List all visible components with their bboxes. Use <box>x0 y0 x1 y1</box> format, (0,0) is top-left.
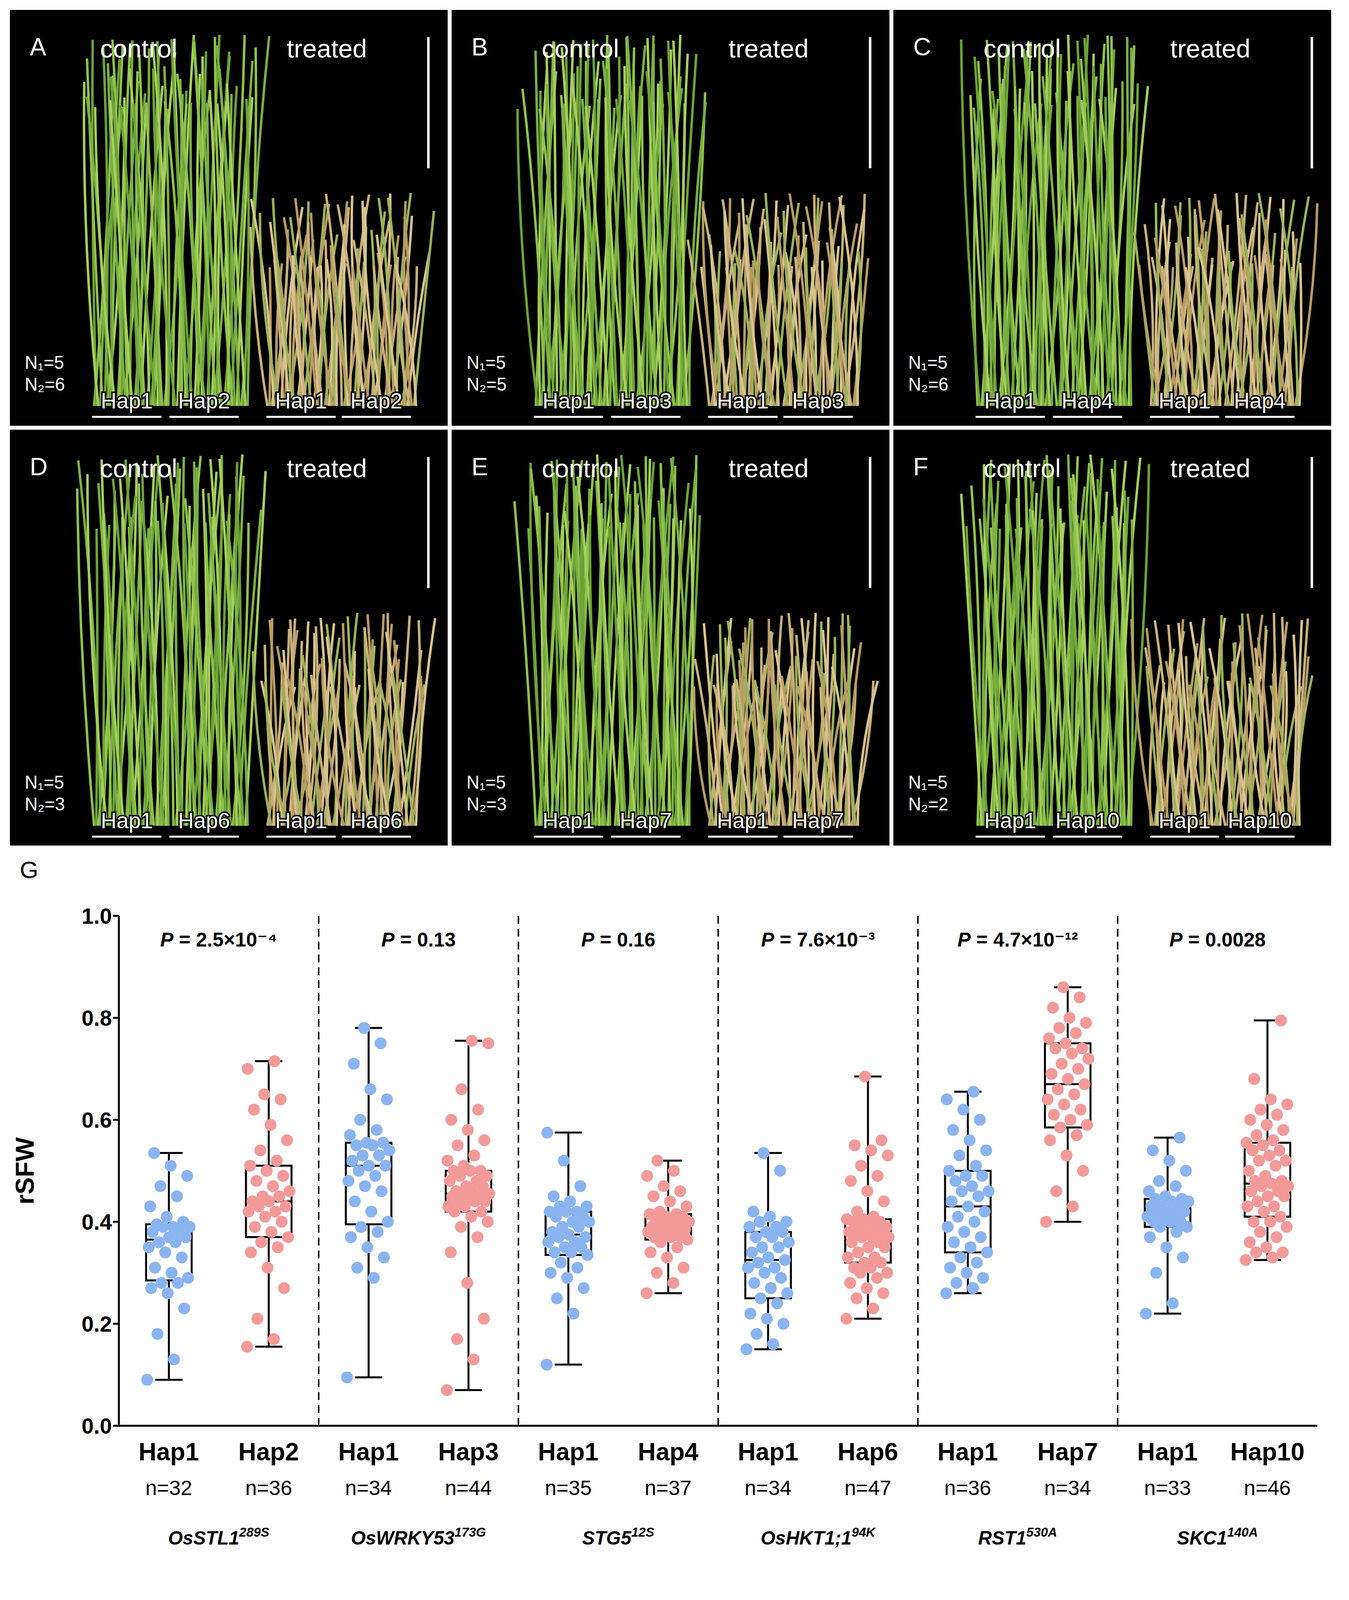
svg-text:Hap7: Hap7 <box>791 808 844 833</box>
svg-text:Hap1: Hap1 <box>984 808 1037 833</box>
svg-text:Hap1: Hap1 <box>1158 808 1211 833</box>
svg-text:control: control <box>541 34 620 63</box>
svg-text:B: B <box>471 33 488 61</box>
svg-text:Hap4: Hap4 <box>1061 388 1114 414</box>
svg-text:N₁=5: N₁=5 <box>24 772 64 793</box>
svg-text:Hap6: Hap6 <box>350 808 403 833</box>
svg-text:Hap6: Hap6 <box>837 1438 898 1467</box>
svg-text:Hap7: Hap7 <box>619 808 672 833</box>
svg-text:Hap3: Hap3 <box>791 388 844 414</box>
svg-text:n=34: n=34 <box>345 1476 393 1501</box>
svg-text:P = 4.7×10⁻¹²: P = 4.7×10⁻¹² <box>957 929 1078 951</box>
svg-text:treated: treated <box>728 454 809 483</box>
svg-text:Hap1: Hap1 <box>1158 388 1211 414</box>
svg-text:N₂=3: N₂=3 <box>24 794 65 815</box>
svg-text:Hap1: Hap1 <box>716 808 769 833</box>
svg-text:Hap1: Hap1 <box>274 808 327 833</box>
svg-text:Hap2: Hap2 <box>177 388 230 414</box>
svg-text:treated: treated <box>286 454 367 483</box>
svg-text:0.8: 0.8 <box>81 1006 112 1031</box>
svg-text:control: control <box>983 454 1061 483</box>
svg-text:Hap1: Hap1 <box>542 808 595 833</box>
svg-text:n=36: n=36 <box>245 1476 293 1501</box>
svg-text:Hap10: Hap10 <box>1055 808 1120 833</box>
svg-text:F: F <box>913 453 929 481</box>
svg-text:OsSTL1289S: OsSTL1289S <box>167 1525 270 1550</box>
svg-text:Hap10: Hap10 <box>1230 1438 1305 1467</box>
svg-text:Hap1: Hap1 <box>274 388 327 414</box>
svg-text:Hap1: Hap1 <box>338 1438 399 1467</box>
svg-text:0.0: 0.0 <box>81 1414 112 1439</box>
svg-text:rSFW: rSFW <box>10 1137 40 1205</box>
svg-text:SKC1140A: SKC1140A <box>1177 1525 1259 1550</box>
svg-text:n=36: n=36 <box>944 1476 992 1501</box>
svg-text:N₂=6: N₂=6 <box>908 374 949 395</box>
svg-text:STG512S: STG512S <box>582 1525 655 1550</box>
svg-text:Hap2: Hap2 <box>238 1438 299 1467</box>
svg-text:Hap1: Hap1 <box>937 1438 998 1467</box>
svg-text:P = 2.5×10⁻⁴: P = 2.5×10⁻⁴ <box>160 929 278 951</box>
svg-text:n=47: n=47 <box>844 1476 892 1501</box>
svg-text:n=34: n=34 <box>1044 1476 1092 1501</box>
svg-text:P = 0.0028: P = 0.0028 <box>1169 929 1266 951</box>
svg-text:Hap10: Hap10 <box>1227 808 1293 833</box>
svg-text:RST1530A: RST1530A <box>978 1525 1057 1550</box>
svg-text:1.0: 1.0 <box>81 904 112 929</box>
svg-text:Hap1: Hap1 <box>716 388 769 414</box>
svg-text:OsWRKY53173G: OsWRKY53173G <box>351 1525 487 1550</box>
svg-text:P = 7.6×10⁻³: P = 7.6×10⁻³ <box>761 929 876 951</box>
svg-text:control: control <box>100 34 178 63</box>
svg-text:n=32: n=32 <box>145 1476 193 1501</box>
svg-text:Hap3: Hap3 <box>438 1438 499 1467</box>
svg-text:N₁=5: N₁=5 <box>466 772 506 793</box>
svg-text:Hap1: Hap1 <box>537 1438 599 1467</box>
svg-text:N₁=5: N₁=5 <box>908 352 948 373</box>
svg-text:n=46: n=46 <box>1244 1476 1292 1501</box>
svg-text:D: D <box>29 453 48 481</box>
svg-text:n=33: n=33 <box>1143 1476 1192 1501</box>
svg-text:treated: treated <box>1170 34 1251 63</box>
svg-text:N₂=2: N₂=2 <box>908 794 949 815</box>
svg-text:Hap1: Hap1 <box>100 808 153 833</box>
svg-text:0.2: 0.2 <box>81 1312 112 1337</box>
svg-text:N₂=3: N₂=3 <box>466 794 507 815</box>
svg-text:n=44: n=44 <box>445 1476 493 1501</box>
svg-text:control: control <box>983 34 1061 63</box>
svg-text:0.6: 0.6 <box>81 1108 112 1133</box>
svg-text:0.4: 0.4 <box>81 1210 113 1235</box>
svg-text:Hap4: Hap4 <box>637 1438 699 1467</box>
svg-text:Hap1: Hap1 <box>984 388 1037 414</box>
svg-text:Hap1: Hap1 <box>1137 1438 1198 1467</box>
svg-text:P = 0.13: P = 0.13 <box>381 929 456 951</box>
svg-text:n=34: n=34 <box>744 1476 792 1501</box>
svg-text:N₁=5: N₁=5 <box>466 352 506 373</box>
svg-text:N₂=5: N₂=5 <box>466 374 507 395</box>
svg-text:n=35: n=35 <box>544 1476 592 1501</box>
svg-text:Hap2: Hap2 <box>350 388 403 414</box>
svg-text:Hap1: Hap1 <box>737 1438 799 1467</box>
svg-text:A: A <box>29 33 47 61</box>
svg-text:Hap4: Hap4 <box>1233 388 1286 414</box>
svg-text:Hap6: Hap6 <box>177 808 230 833</box>
svg-text:N₁=5: N₁=5 <box>908 772 948 793</box>
svg-text:E: E <box>471 453 488 481</box>
svg-text:n=37: n=37 <box>644 1476 692 1501</box>
svg-text:control: control <box>100 454 178 483</box>
svg-text:Hap7: Hap7 <box>1037 1438 1098 1467</box>
svg-text:treated: treated <box>728 34 809 63</box>
svg-text:treated: treated <box>286 34 367 63</box>
svg-text:P = 0.16: P = 0.16 <box>580 929 656 951</box>
svg-text:Hap1: Hap1 <box>138 1438 200 1467</box>
svg-text:control: control <box>541 454 620 483</box>
svg-text:Hap1: Hap1 <box>100 388 153 414</box>
svg-text:C: C <box>913 33 932 61</box>
svg-text:N₁=5: N₁=5 <box>24 352 64 373</box>
svg-text:Hap3: Hap3 <box>619 388 672 414</box>
svg-text:treated: treated <box>1170 454 1251 483</box>
svg-text:OsHKT1;194K: OsHKT1;194K <box>760 1525 877 1550</box>
svg-text:N₂=6: N₂=6 <box>24 374 65 395</box>
svg-text:Hap1: Hap1 <box>542 388 595 414</box>
html-text:G: G <box>19 857 39 884</box>
